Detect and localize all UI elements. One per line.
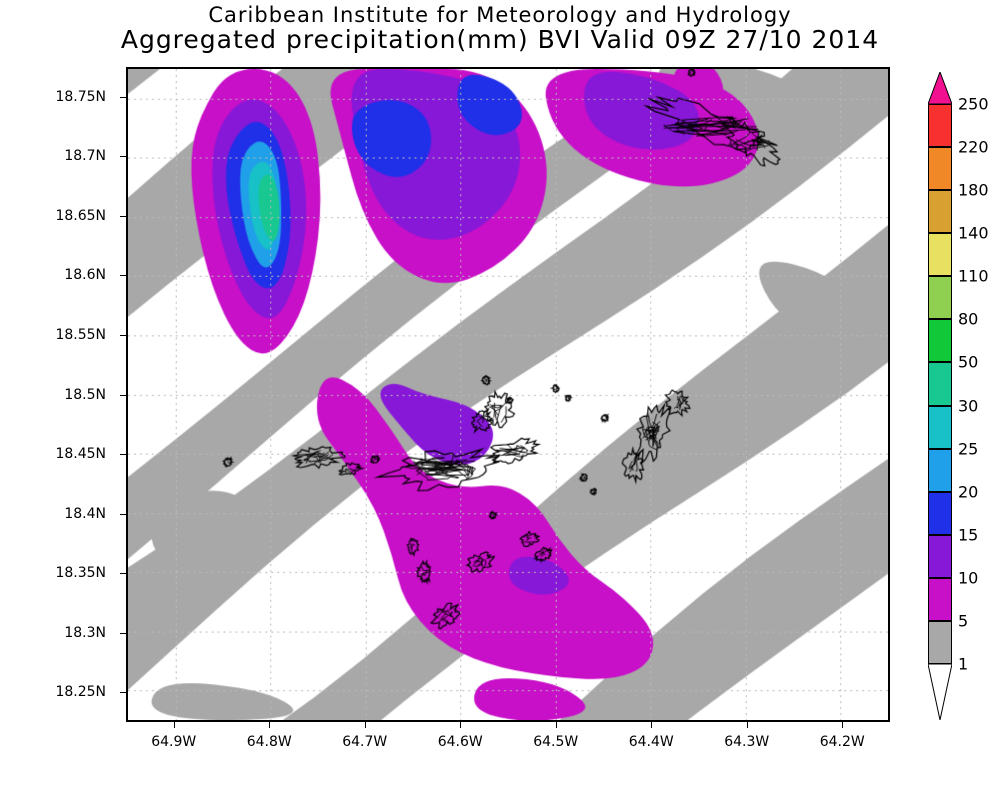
- colorbar-band[interactable]: [928, 534, 952, 578]
- colorbar-tick-label: 30: [958, 396, 979, 416]
- longitude-axis: 64.9W 64.8W 64.7W 64.6W 64.5W 64.4W 64.3W 64.2W: [126, 722, 890, 762]
- latitude-tick-mark: [120, 454, 126, 456]
- colorbar-bottom-arrow: [927, 663, 953, 721]
- colorbar-tick-label: 250: [958, 94, 989, 114]
- longitude-tick-label: 64.4W: [628, 734, 674, 750]
- longitude-tick-mark: [364, 722, 366, 728]
- colorbar-band[interactable]: [928, 491, 952, 535]
- longitude-tick-mark: [842, 722, 844, 728]
- latitude-tick-mark: [120, 96, 126, 98]
- colorbar-band[interactable]: [928, 405, 952, 449]
- colorbar-tick-label: 20: [958, 482, 979, 502]
- latitude-tick-mark: [120, 215, 126, 217]
- longitude-tick-mark: [555, 722, 557, 728]
- colorbar-tick-label: 80: [958, 309, 979, 329]
- precipitation-contour-canvas[interactable]: [128, 69, 888, 720]
- latitude-tick-label: 18.35N: [55, 565, 106, 582]
- colorbar-band[interactable]: [928, 577, 952, 621]
- longitude-tick-mark: [173, 722, 175, 728]
- longitude-tick-label: 64.5W: [533, 734, 579, 750]
- longitude-tick-mark: [269, 722, 271, 728]
- chart-title-block: Caribbean Institute for Meteorology and …: [0, 4, 1000, 53]
- colorbar-tick-label: 110: [958, 266, 989, 286]
- colorbar-band[interactable]: [928, 147, 952, 191]
- colorbar-tick-label: 1: [958, 654, 969, 674]
- colorbar-tick-label: 15: [958, 525, 979, 545]
- latitude-tick-mark: [120, 275, 126, 277]
- latitude-tick-label: 18.3N: [64, 624, 106, 641]
- latitude-tick-label: 18.45N: [55, 446, 106, 463]
- latitude-tick-label: 18.25N: [55, 684, 106, 701]
- colorbar-bottom-arrow-icon: [927, 663, 953, 721]
- colorbar-band[interactable]: [928, 448, 952, 492]
- latitude-tick-label: 18.5N: [64, 386, 106, 403]
- latitude-tick-mark: [120, 632, 126, 634]
- latitude-tick-label: 18.7N: [64, 148, 106, 165]
- latitude-axis: 18.75N 18.7N 18.65N 18.6N 18.55N 18.5N 18.45N 1…: [0, 67, 126, 722]
- longitude-tick-mark: [746, 722, 748, 728]
- colorbar-band[interactable]: [928, 190, 952, 234]
- colorbar[interactable]: [928, 104, 952, 664]
- colorbar-tick-label: 10: [958, 568, 979, 588]
- longitude-tick-mark: [651, 722, 653, 728]
- latitude-tick-label: 18.55N: [55, 326, 106, 343]
- latitude-tick-mark: [120, 513, 126, 515]
- latitude-tick-mark: [120, 573, 126, 575]
- latitude-tick-mark: [120, 156, 126, 158]
- colorbar-tick-label: 25: [958, 439, 979, 459]
- colorbar-top-arrow-icon: [927, 70, 953, 105]
- colorbar-tick-label: 180: [958, 180, 989, 200]
- longitude-tick-label: 64.9W: [151, 734, 197, 750]
- latitude-tick-mark: [120, 334, 126, 336]
- colorbar-band[interactable]: [928, 319, 952, 363]
- institute-title: Caribbean Institute for Meteorology and …: [208, 3, 792, 27]
- longitude-tick-label: 64.3W: [724, 734, 770, 750]
- latitude-tick-mark: [120, 394, 126, 396]
- precipitation-map-plot[interactable]: [126, 67, 890, 722]
- longitude-tick-label: 64.8W: [246, 734, 292, 750]
- latitude-tick-label: 18.65N: [55, 207, 106, 224]
- colorbar-tick-label: 50: [958, 352, 979, 372]
- latitude-tick-label: 18.6N: [64, 267, 106, 284]
- longitude-tick-label: 64.6W: [437, 734, 483, 750]
- colorbar-band[interactable]: [928, 276, 952, 320]
- longitude-tick-mark: [460, 722, 462, 728]
- colorbar-tick-label: 220: [958, 137, 989, 157]
- latitude-tick-label: 18.75N: [55, 88, 106, 105]
- colorbar-band[interactable]: [928, 104, 952, 148]
- latitude-tick-label: 18.4N: [64, 505, 106, 522]
- colorbar-top-arrow: [927, 70, 953, 105]
- colorbar-tick-label: 140: [958, 223, 989, 243]
- latitude-tick-mark: [120, 692, 126, 694]
- colorbar-band[interactable]: [928, 620, 952, 664]
- colorbar-tick-label: 5: [958, 611, 969, 631]
- colorbar-band[interactable]: [928, 362, 952, 406]
- page-title: Aggregated precipitation(mm) BVI Valid 0…: [120, 25, 880, 54]
- colorbar-band[interactable]: [928, 233, 952, 277]
- longitude-tick-label: 64.7W: [342, 734, 388, 750]
- longitude-tick-label: 64.2W: [819, 734, 865, 750]
